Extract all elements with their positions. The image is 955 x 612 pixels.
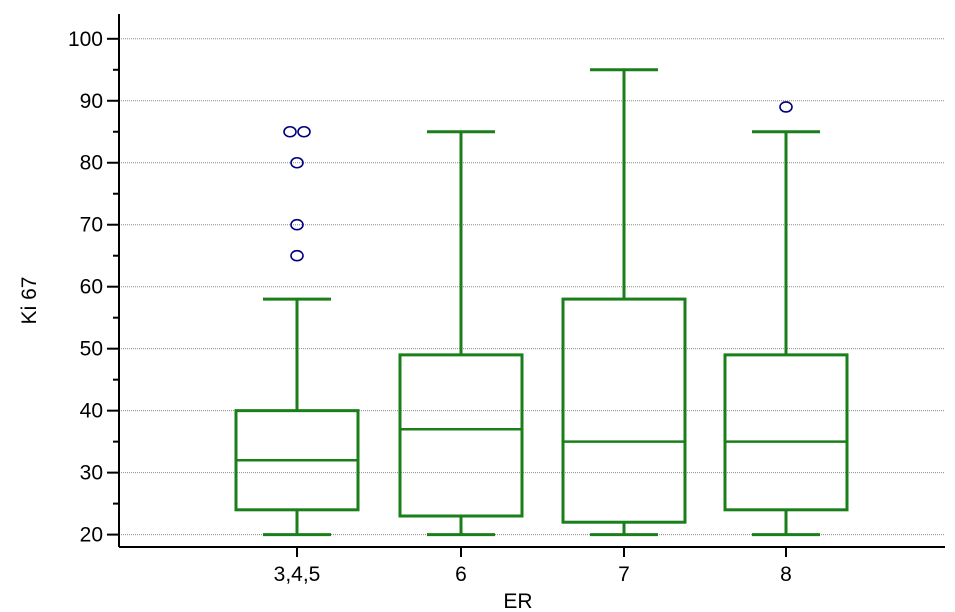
outlier-point: [290, 249, 304, 262]
y-tick-label: 30: [80, 462, 103, 485]
x-axis-title: ER: [503, 590, 532, 612]
y-tick-label: 20: [80, 524, 103, 547]
outlier-point: [779, 101, 793, 113]
axes: [118, 14, 945, 548]
iqr-box: [723, 353, 849, 512]
x-ticks: 3,4,5 6 7 8: [274, 547, 792, 586]
boxes: [234, 68, 849, 537]
outlier-point: [290, 218, 304, 231]
x-tick-label: 8: [780, 563, 792, 586]
y-ticks: 20 30 40 50 60 70 80 90 100: [68, 28, 119, 547]
y-tick-label: 80: [80, 152, 103, 175]
x-tick-label: 3,4,5: [274, 563, 321, 586]
x-tick-label: 7: [618, 563, 630, 586]
box-3: [561, 68, 687, 537]
y-axis-title: Ki 67: [18, 277, 41, 325]
box-2: [398, 130, 524, 537]
grid-lines: [119, 38, 945, 536]
iqr-box: [398, 353, 524, 518]
outliers: [283, 101, 793, 262]
y-tick-label: 60: [80, 276, 103, 299]
box-1: [234, 297, 360, 537]
y-tick-label: 40: [80, 400, 103, 423]
iqr-box: [561, 297, 687, 524]
outlier-point: [290, 156, 304, 169]
x-tick-label: 6: [455, 563, 467, 586]
y-tick-label: 70: [80, 214, 103, 237]
y-tick-label: 100: [68, 28, 103, 51]
y-tick-label: 50: [80, 338, 103, 361]
outlier-point: [283, 125, 297, 138]
y-tick-label: 90: [80, 90, 103, 113]
box-4: [723, 130, 849, 537]
outlier-point: [297, 125, 311, 138]
